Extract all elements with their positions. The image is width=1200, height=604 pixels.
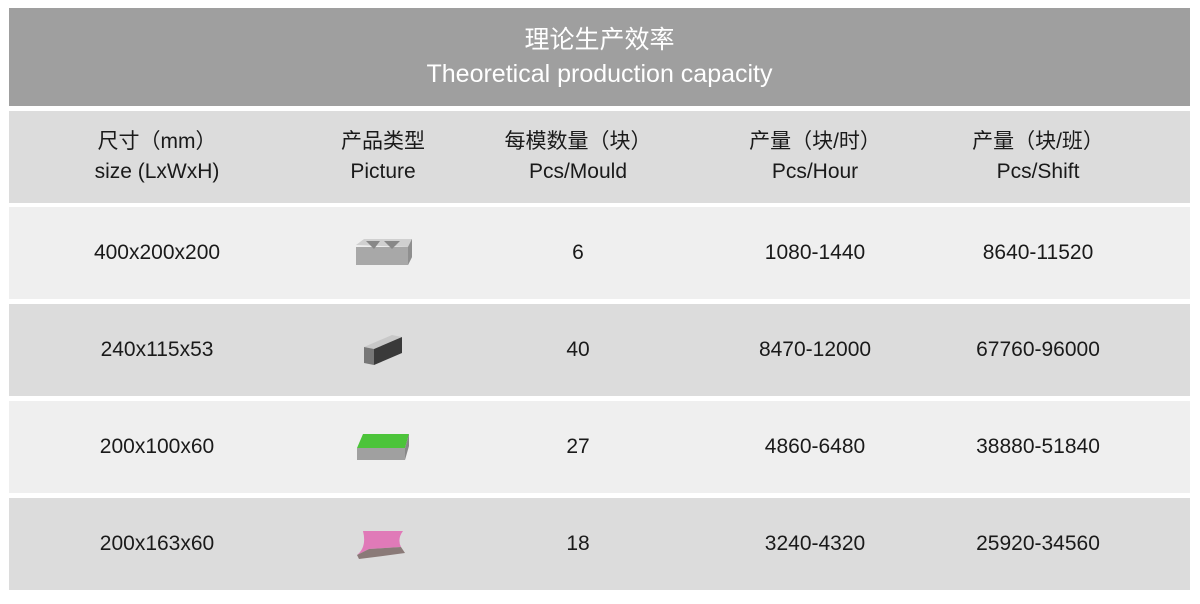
solid-brick-icon: [362, 333, 404, 367]
title-en: Theoretical production capacity: [426, 60, 773, 88]
cell-hour: 4860-6480: [764, 435, 866, 458]
cell-size: 200x163x60: [99, 532, 215, 555]
header-size: 尺寸（mm） size (LxWxH): [94, 130, 220, 183]
header-mould: 每模数量（块） Pcs/Mould: [504, 130, 652, 183]
cell-size: 400x200x200: [93, 241, 221, 264]
table-row: 400x200x200 6 1080-1440 8640-11520: [9, 207, 1190, 299]
cell-mould: 27: [566, 435, 590, 458]
table-title: 理论生产效率 Theoretical production capacity: [9, 8, 1190, 106]
cell-size: 200x100x60: [99, 435, 215, 458]
cell-shift: 38880-51840: [976, 435, 1100, 458]
table-row: 240x115x53 40 8470-12000 67760-96000: [9, 304, 1190, 396]
hollow-block-icon: [352, 237, 414, 269]
cell-mould: 18: [566, 532, 590, 555]
cell-mould: 6: [572, 241, 584, 264]
header-shift: 产量（块/班） Pcs/Shift: [972, 130, 1104, 183]
pink-interlock-paver-icon: [355, 527, 411, 561]
cell-shift: 67760-96000: [976, 338, 1100, 361]
cell-hour: 8470-12000: [758, 338, 872, 361]
header-picture: 产品类型 Picture: [341, 130, 425, 183]
cell-mould: 40: [566, 338, 590, 361]
cell-size: 240x115x53: [100, 338, 214, 361]
green-paver-icon: [355, 432, 411, 462]
title-zh: 理论生产效率: [524, 26, 675, 54]
cell-shift: 8640-11520: [982, 241, 1094, 264]
cell-hour: 3240-4320: [764, 532, 866, 555]
header-row: 尺寸（mm） size (LxWxH) 产品类型 Picture 每模数量（块） Pc…: [9, 111, 1190, 203]
table-row: 200x100x60 27 4860-6480 38880-51840: [9, 401, 1190, 493]
cell-shift: 25920-34560: [976, 532, 1100, 555]
header-hour: 产量（块/时） Pcs/Hour: [749, 130, 881, 183]
table-row: 200x163x60 18 3240-4320 25920-34560: [9, 498, 1190, 590]
cell-hour: 1080-1440: [764, 241, 866, 264]
